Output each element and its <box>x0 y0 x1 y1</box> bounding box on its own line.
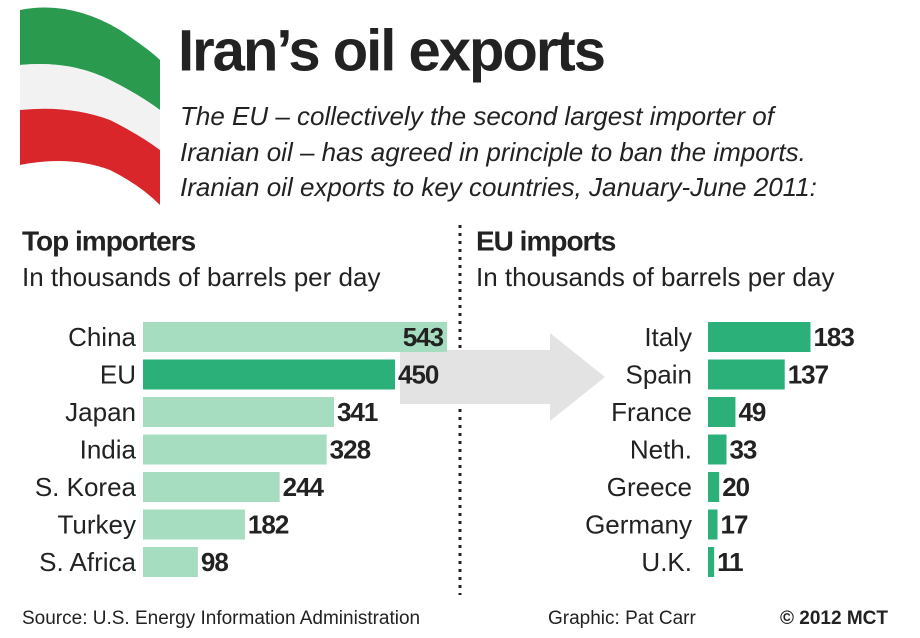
category-label: Greece <box>607 472 692 502</box>
bar <box>143 509 245 540</box>
category-label: Italy <box>644 322 692 352</box>
bar <box>708 397 736 427</box>
bar <box>143 547 198 577</box>
copyright: © 2012 MCT <box>780 608 888 629</box>
category-label: S. Africa <box>39 547 136 577</box>
category-label: U.K. <box>641 547 692 577</box>
bar <box>708 359 785 390</box>
panel-title: EU imports <box>476 225 616 256</box>
value-label: 20 <box>722 472 749 502</box>
bar <box>708 322 811 352</box>
value-label: 49 <box>738 397 765 427</box>
bar <box>143 359 395 390</box>
value-label: 450 <box>398 359 439 389</box>
panel-title: Top importers <box>22 225 196 256</box>
bar <box>708 434 727 465</box>
intro-line: The EU – collectively the second largest… <box>180 101 777 131</box>
value-label: 98 <box>201 547 228 577</box>
source: Source: U.S. Energy Information Administ… <box>22 608 420 629</box>
credit: Graphic: Pat Carr <box>548 608 696 629</box>
value-label: 341 <box>337 397 378 427</box>
value-label: 244 <box>283 472 325 502</box>
category-label: Spain <box>626 359 693 389</box>
arrow <box>400 333 605 421</box>
panel-subtitle: In thousands of barrels per day <box>476 262 834 292</box>
flag <box>20 7 160 205</box>
value-label: 11 <box>717 547 743 577</box>
category-label: Neth. <box>630 434 692 464</box>
value-label: 543 <box>403 322 444 352</box>
bar <box>143 434 327 465</box>
value-label: 33 <box>729 434 756 464</box>
category-label: China <box>68 322 136 352</box>
category-label: EU <box>100 359 136 389</box>
category-label: France <box>611 397 692 427</box>
value-label: 182 <box>248 509 289 539</box>
category-label: S. Korea <box>35 472 137 502</box>
value-label: 328 <box>330 434 371 464</box>
bar <box>143 397 334 427</box>
panel-subtitle: In thousands of barrels per day <box>22 262 380 292</box>
category-label: Turkey <box>58 509 137 539</box>
bar <box>708 472 720 502</box>
bar <box>708 547 715 577</box>
value-label: 183 <box>813 322 854 352</box>
bar <box>143 472 280 502</box>
bar <box>708 509 718 540</box>
intro-line: Iranian oil – has agreed in principle to… <box>180 137 806 167</box>
title: Iran’s oil exports <box>178 18 604 83</box>
intro-line: Iranian oil exports to key countries, Ja… <box>180 172 817 202</box>
category-label: Japan <box>65 397 136 427</box>
value-label: 137 <box>788 359 829 389</box>
bar <box>143 322 448 352</box>
category-label: India <box>80 434 137 464</box>
category-label: Germany <box>585 509 692 539</box>
value-label: 17 <box>721 509 748 539</box>
